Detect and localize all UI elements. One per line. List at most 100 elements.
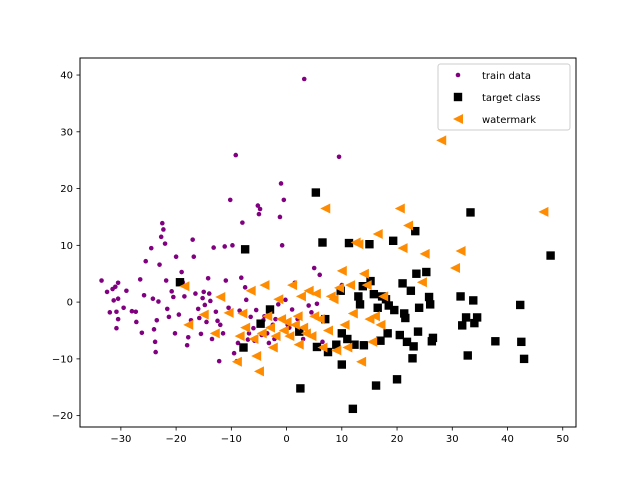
data-point — [298, 322, 309, 333]
data-point — [150, 296, 156, 302]
data-point — [198, 309, 209, 320]
data-point — [204, 319, 209, 325]
data-point — [256, 328, 267, 339]
data-point — [270, 331, 281, 342]
x-tick-label: −30 — [110, 434, 131, 445]
data-point — [148, 245, 154, 251]
data-point — [336, 154, 342, 160]
data-point — [231, 356, 242, 367]
data-point — [289, 307, 295, 312]
data-point — [317, 272, 323, 278]
data-point — [198, 331, 204, 337]
data-point — [301, 76, 307, 82]
data-point — [193, 291, 198, 296]
data-point — [183, 319, 194, 330]
data-point — [139, 330, 145, 336]
data-point — [416, 277, 427, 288]
data-point — [411, 226, 420, 236]
data-point — [516, 300, 525, 310]
data-point — [414, 303, 424, 312]
data-point — [400, 309, 409, 318]
data-point — [401, 313, 410, 323]
data-point — [239, 343, 248, 352]
data-point — [546, 251, 555, 260]
data-point — [201, 289, 207, 295]
data-point — [384, 301, 393, 310]
data-point — [318, 238, 327, 247]
data-point — [311, 188, 321, 197]
data-point — [397, 243, 408, 254]
data-point — [472, 313, 482, 322]
data-point — [176, 312, 182, 317]
data-point — [289, 319, 300, 330]
data-point — [371, 381, 381, 390]
data-point — [190, 237, 195, 242]
data-point — [273, 294, 284, 305]
data-point — [354, 292, 363, 301]
y-tick-label: −20 — [52, 411, 73, 422]
x-tick-label: 0 — [283, 434, 289, 445]
y-tick-label: 10 — [60, 241, 73, 252]
data-point — [169, 289, 174, 294]
data-point — [275, 302, 281, 307]
data-point — [436, 135, 447, 146]
data-point — [195, 306, 201, 312]
data-point — [388, 236, 398, 245]
data-point — [517, 337, 526, 347]
data-point — [369, 311, 380, 322]
data-point — [306, 331, 317, 342]
data-point — [220, 331, 226, 336]
data-point — [408, 354, 417, 363]
data-point — [115, 316, 121, 322]
data-point — [309, 310, 314, 315]
data-point — [392, 375, 402, 384]
data-point — [470, 318, 479, 328]
axes-layer: −30 −20 −10 0 10 20 30 40 50 −20 −10 0 10 20 30 40 — [52, 71, 569, 445]
data-point — [242, 285, 248, 290]
data-point — [355, 300, 365, 309]
data-point — [361, 280, 372, 291]
data-point — [231, 350, 237, 356]
x-tick-label: 10 — [335, 434, 348, 445]
data-point — [339, 319, 350, 330]
data-point — [461, 313, 471, 322]
data-point — [238, 275, 244, 280]
data-point — [303, 285, 314, 296]
data-point — [213, 309, 219, 315]
data-point — [323, 325, 333, 336]
data-point — [248, 334, 259, 345]
data-point — [390, 305, 399, 315]
data-point — [287, 280, 298, 291]
data-point — [251, 351, 262, 362]
data-point — [424, 292, 434, 302]
data-point — [233, 152, 239, 158]
data-point — [320, 203, 331, 214]
data-point — [114, 325, 119, 331]
data-point — [463, 351, 472, 360]
data-point — [284, 331, 295, 342]
data-point — [317, 342, 328, 353]
data-point — [133, 309, 139, 315]
data-point — [356, 356, 367, 367]
data-point — [253, 366, 264, 377]
data-point — [383, 329, 392, 338]
data-point — [358, 268, 369, 279]
data-point — [240, 220, 245, 225]
data-point — [113, 284, 118, 290]
data-point — [215, 291, 226, 302]
data-point — [223, 278, 229, 283]
data-point — [234, 331, 245, 342]
data-point — [293, 339, 304, 350]
data-point — [121, 305, 126, 311]
data-point — [185, 335, 191, 340]
data-point — [152, 339, 158, 345]
data-point — [292, 311, 303, 322]
data-point — [277, 214, 283, 220]
data-point — [235, 340, 241, 346]
data-point — [99, 278, 104, 283]
data-point — [137, 277, 143, 282]
data-point — [230, 243, 235, 248]
data-point — [491, 337, 500, 346]
data-point — [331, 345, 342, 356]
